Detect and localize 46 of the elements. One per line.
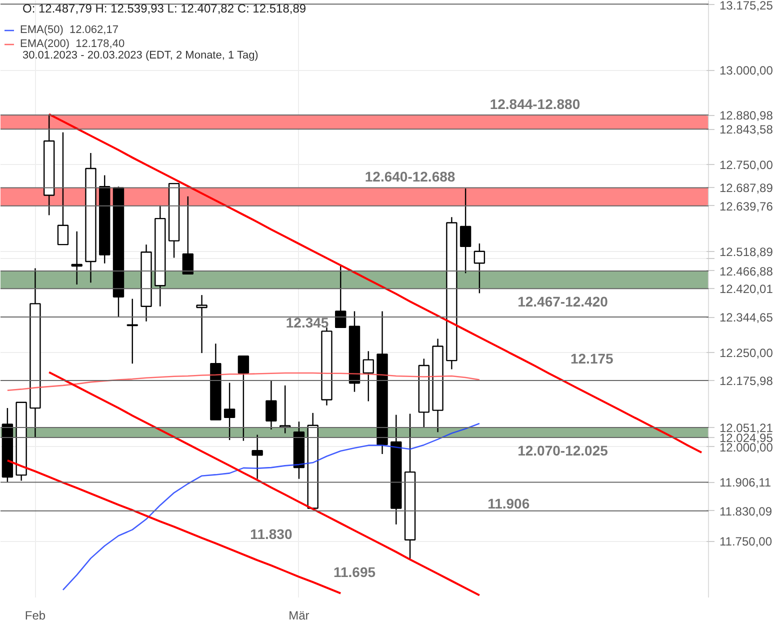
- y-tick-label: 11.750,00: [720, 534, 772, 548]
- candlestick: [474, 242, 486, 294]
- legend-label: EMA(200) 12.178,40: [20, 38, 125, 50]
- ref-line-label: 13.175,25: [720, 0, 774, 12]
- line-series: [48, 371, 480, 596]
- annotation: 11.695: [333, 564, 376, 580]
- candlestick: [182, 196, 194, 275]
- ref-line-label: 12.420,01: [720, 282, 774, 296]
- annotation: 12.345: [286, 314, 329, 331]
- candlestick: [460, 188, 472, 274]
- band-label: 12.844-12.880: [490, 96, 580, 112]
- ref-line-label: 12.880,98: [720, 108, 774, 123]
- y-tick-label: 13.000,00: [720, 64, 774, 78]
- band-label: 12.070-12.025: [518, 442, 608, 458]
- candlestick: [252, 434, 263, 480]
- text: 30.01.2023 - 20.03.2023 (EDT, 2 Monate, 1 Tag): [22, 50, 258, 62]
- band-label: 12.467-12.420: [518, 294, 608, 310]
- ref-line-label: 11.906,11: [720, 476, 772, 490]
- chart-title: O: 12.487,79 H: 12.539,93 L: 12.407,82 C: 12.518,89: [22, 2, 306, 16]
- ref-line-label: 12.843,58: [720, 122, 774, 137]
- legend-label: EMA(50) 12.062,17: [20, 24, 118, 36]
- candlestick: [126, 298, 138, 364]
- ref-line-label: 12.175,98: [720, 374, 774, 388]
- band-label: 12.640-12.688: [364, 168, 456, 185]
- ref-line-label: 12.466,88: [720, 264, 774, 278]
- ref-line-label: 12.344,65: [720, 310, 774, 325]
- candlestick: [71, 230, 82, 286]
- candlestick: [266, 380, 277, 430]
- ref-line-label: 11.830,09: [720, 504, 772, 518]
- ref-line-label: 12.687,89: [720, 181, 774, 196]
- y-tick-label: 12.518,89: [720, 244, 774, 259]
- annotation: 11.830: [250, 526, 292, 542]
- line-series: [62, 422, 480, 591]
- x-tick-label: Mär: [288, 608, 310, 622]
- y-tick-label: 12.750,00: [720, 158, 774, 172]
- candlestick: [57, 132, 69, 246]
- annotation: 12.175: [570, 350, 614, 367]
- candlestick: [238, 355, 250, 442]
- annotation: 11.906: [488, 495, 530, 512]
- candlestick: [224, 382, 236, 441]
- x-tick-label: Feb: [24, 608, 46, 622]
- candlestick: [196, 294, 208, 354]
- ref-line-label: 12.639,76: [720, 199, 774, 214]
- candlestick: [362, 350, 374, 402]
- y-tick-label: 12.250,00: [720, 346, 774, 360]
- candlestick: [335, 265, 346, 328]
